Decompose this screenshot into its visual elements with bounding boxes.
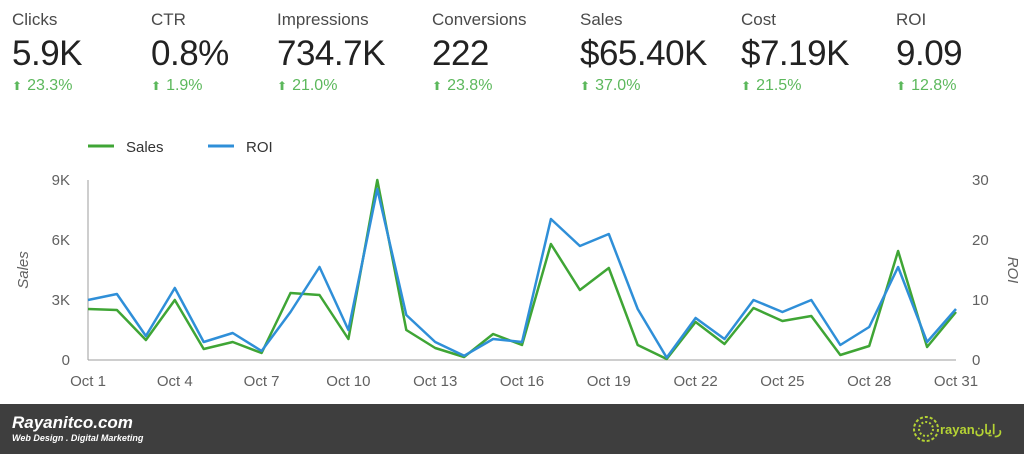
kpi-clicks: Clicks 5.9K ⬆ 23.3%: [12, 10, 83, 96]
footer-bar: Rayanitco.com Web Design . Digital Marke…: [0, 404, 1024, 454]
arrow-up-icon: ⬆: [151, 79, 162, 93]
arrow-up-icon: ⬆: [432, 79, 443, 93]
series-line-roi: [87, 187, 957, 359]
arrow-up-icon: ⬆: [741, 79, 752, 93]
series-line-sales: [87, 178, 957, 361]
x-tick-label: Oct 10: [326, 373, 370, 390]
kpi-label: CTR: [151, 10, 186, 29]
kpi-delta-value: 1.9%: [166, 77, 203, 94]
kpi-label: Clicks: [12, 10, 58, 29]
arrow-up-icon: ⬆: [896, 79, 907, 93]
legend-label: Sales: [126, 139, 164, 156]
kpi-value: $7.19K: [741, 34, 849, 73]
x-tick-label: Oct 7: [244, 373, 280, 390]
y2-tick-label: 10: [972, 292, 989, 309]
kpi-value: 9.09: [896, 34, 963, 73]
y2-axis-title: ROI: [1004, 257, 1021, 284]
kpi-label: Cost: [741, 10, 776, 29]
kpi-delta: ⬆ 1.9%: [151, 76, 229, 96]
x-tick-label: Oct 28: [847, 373, 891, 390]
x-tick-label: Oct 31: [934, 373, 978, 390]
kpi-impressions: Impressions 734.7K ⬆ 21.0%: [277, 10, 385, 96]
kpi-delta: ⬆ 21.0%: [277, 76, 385, 96]
footer-tagline: Web Design . Digital Marketing: [12, 433, 144, 443]
kpi-delta-value: 21.0%: [292, 77, 338, 94]
y-tick-label: 0: [62, 352, 70, 369]
kpi-value: 0.8%: [151, 34, 229, 73]
legend-label: ROI: [246, 139, 273, 156]
y2-tick-label: 20: [972, 232, 989, 249]
kpi-label: ROI: [896, 10, 927, 29]
y-axis-title: Sales: [15, 251, 32, 289]
y2-tick-label: 30: [972, 172, 989, 189]
legend-item-sales: Sales: [88, 139, 164, 156]
kpi-ctr: CTR 0.8% ⬆ 1.9%: [151, 10, 229, 96]
kpi-delta-value: 23.8%: [447, 77, 493, 94]
kpi-cost: Cost $7.19K ⬆ 21.5%: [741, 10, 849, 96]
kpi-delta: ⬆ 37.0%: [580, 76, 707, 96]
kpi-delta-value: 21.5%: [756, 77, 802, 94]
kpi-scorecards: Clicks 5.9K ⬆ 23.3% CTR 0.8% ⬆ 1.9% Impres…: [0, 0, 1024, 110]
sales-roi-line-chart: 0 3K 6K 9K 0 10 20 30 Oct 1 Oct 4 Oct 7 Oct 10 Oct 1…: [15, 139, 1021, 390]
kpi-label: Sales: [580, 10, 623, 29]
kpi-delta: ⬆ 23.3%: [12, 76, 82, 96]
kpi-delta-value: 37.0%: [595, 77, 641, 94]
kpi-value: 5.9K: [12, 34, 83, 73]
kpi-roi: ROI 9.09 ⬆ 12.8%: [896, 10, 963, 96]
rayan-logo: rayanرایان: [913, 416, 1002, 442]
x-tick-label: Oct 16: [500, 373, 544, 390]
kpi-sales: Sales $65.40K ⬆ 37.0%: [580, 10, 707, 96]
kpi-delta: ⬆ 12.8%: [896, 76, 962, 96]
arrow-up-icon: ⬆: [580, 79, 591, 93]
legend-item-roi: ROI: [208, 139, 273, 156]
kpi-value: 222: [432, 34, 489, 73]
arrow-up-icon: ⬆: [277, 79, 288, 93]
y-tick-label: 3K: [52, 292, 70, 309]
rayan-logo-text: rayanرایان: [940, 422, 1002, 438]
kpi-label: Impressions: [277, 10, 369, 29]
kpi-delta: ⬆ 23.8%: [432, 76, 527, 96]
x-tick-label: Oct 25: [760, 373, 804, 390]
kpi-conversions: Conversions 222 ⬆ 23.8%: [432, 10, 527, 96]
x-tick-label: Oct 13: [413, 373, 457, 390]
kpi-label: Conversions: [432, 10, 527, 29]
y-tick-label: 9K: [52, 172, 70, 189]
kpi-delta-value: 12.8%: [911, 77, 957, 94]
kpi-value: 734.7K: [277, 34, 385, 73]
x-tick-label: Oct 4: [157, 373, 193, 390]
x-tick-label: Oct 22: [674, 373, 718, 390]
kpi-delta: ⬆ 21.5%: [741, 76, 849, 96]
x-tick-label: Oct 19: [587, 373, 631, 390]
y2-tick-label: 0: [972, 352, 980, 369]
x-tick-label: Oct 1: [70, 373, 106, 390]
y-tick-label: 6K: [52, 232, 70, 249]
kpi-delta-value: 23.3%: [27, 77, 73, 94]
kpi-value: $65.40K: [580, 34, 707, 73]
footer-site-name[interactable]: Rayanitco.com: [12, 413, 133, 432]
arrow-up-icon: ⬆: [12, 79, 23, 93]
